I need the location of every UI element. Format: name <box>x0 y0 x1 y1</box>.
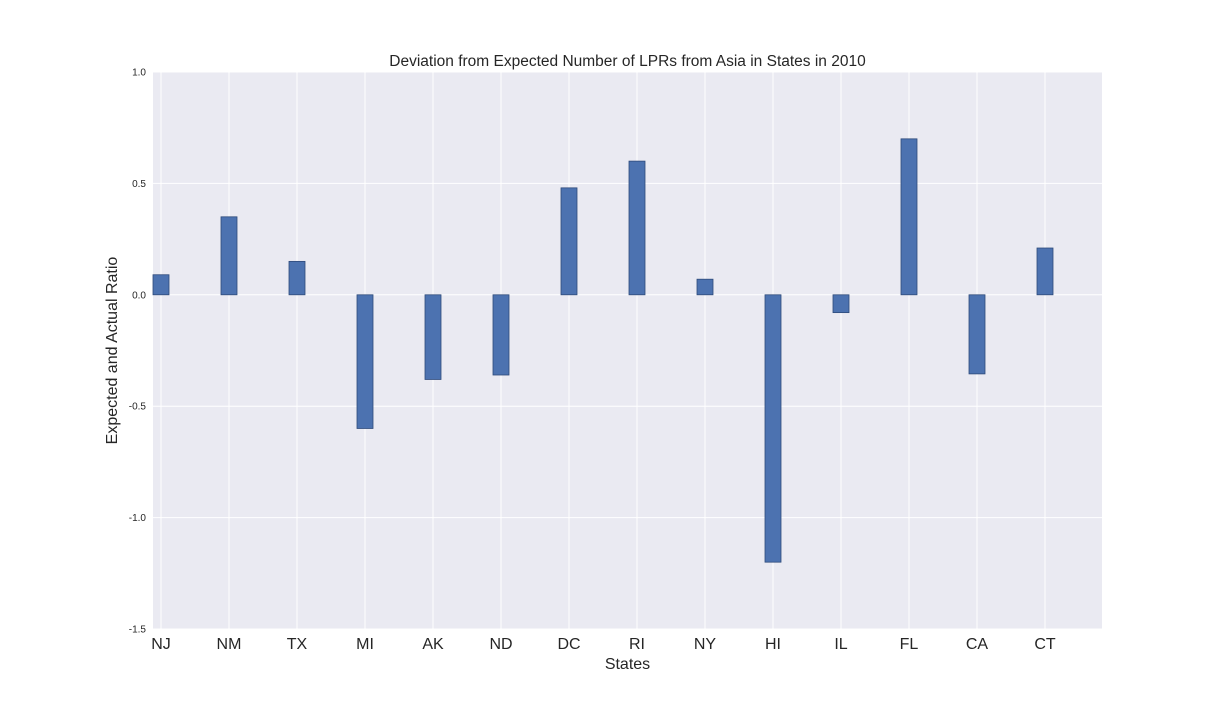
x-tick-label: NY <box>694 636 717 653</box>
x-tick-label: ND <box>489 636 512 653</box>
y-tick-label: 0.0 <box>132 290 146 301</box>
x-tick-label: RI <box>629 636 645 653</box>
x-tick-label: HI <box>765 636 781 653</box>
bars <box>152 138 1054 563</box>
bar-ak <box>424 294 442 380</box>
y-tick-labels: 1.0 0.5 0.0 -0.5 -1.0 -1.5 <box>129 68 147 636</box>
bar-nd <box>492 294 510 376</box>
x-tick-label: IL <box>834 636 847 653</box>
x-tick-label: NM <box>217 636 242 653</box>
y-axis-label: Expected and Actual Ratio <box>104 257 121 445</box>
x-tick-label: DC <box>557 636 580 653</box>
x-tick-label: AK <box>422 636 444 653</box>
bar-ri <box>628 160 646 296</box>
x-tick-label: CA <box>966 636 989 653</box>
x-tick-label: TX <box>287 636 308 653</box>
plot-background <box>153 72 1102 629</box>
y-tick-label: 0.5 <box>132 179 146 190</box>
grid-lines <box>153 71 1102 630</box>
x-tick-label: CT <box>1034 636 1056 653</box>
bar-il <box>832 294 850 314</box>
y-tick-label: -1.0 <box>129 513 147 524</box>
chart-title: Deviation from Expected Number of LPRs f… <box>389 53 866 70</box>
y-tick-label: -1.5 <box>129 625 147 636</box>
x-tick-label: MI <box>356 636 374 653</box>
x-axis-label: States <box>605 656 650 673</box>
bar-fl <box>900 138 918 296</box>
y-tick-label: -0.5 <box>129 402 147 413</box>
y-tick-label: 1.0 <box>132 68 146 79</box>
x-tick-labels: NJ NM TX MI AK ND DC RI NY HI IL FL CA CT <box>151 636 1056 653</box>
bar-ca <box>968 294 986 375</box>
bar-mi <box>356 294 374 429</box>
bar-ny <box>696 278 714 296</box>
bar-dc <box>560 187 578 296</box>
x-tick-label: NJ <box>151 636 171 653</box>
x-tick-label: FL <box>900 636 919 653</box>
bar-nj <box>152 274 170 296</box>
bar-tx <box>288 260 306 296</box>
bar-hi <box>764 294 782 563</box>
bar-ct <box>1036 247 1054 296</box>
bar-nm <box>220 216 238 296</box>
